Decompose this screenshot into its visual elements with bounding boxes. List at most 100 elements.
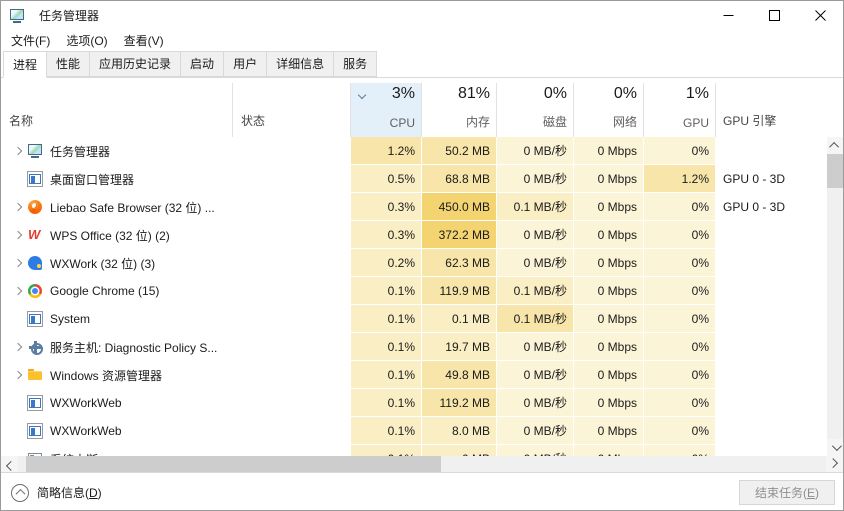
table-row[interactable]: 桌面窗口管理器 0.5% 68.8 MB 0 MB/秒 0 Mbps 1.2% … bbox=[1, 165, 843, 193]
table-row[interactable]: 任务管理器 1.2% 50.2 MB 0 MB/秒 0 Mbps 0% bbox=[1, 137, 843, 165]
tab-3[interactable]: 启动 bbox=[180, 51, 225, 77]
table-row[interactable]: WXWorkWeb 0.1% 8.0 MB 0 MB/秒 0 Mbps 0% bbox=[1, 417, 843, 445]
process-name: WXWorkWeb bbox=[50, 396, 122, 410]
disk-cell: 0.1 MB/秒 bbox=[497, 277, 574, 305]
table-row[interactable]: WXWorkWeb 0.1% 119.2 MB 0 MB/秒 0 Mbps 0% bbox=[1, 389, 843, 417]
process-name-cell: 系统中断 bbox=[1, 445, 233, 456]
scroll-up-icon[interactable] bbox=[827, 137, 843, 154]
details-toggle-label: 简略信息(D) bbox=[37, 486, 102, 500]
horizontal-scrollbar-thumb[interactable] bbox=[26, 456, 441, 472]
network-cell: 0 Mbps bbox=[574, 417, 644, 445]
vertical-scrollbar[interactable] bbox=[827, 137, 843, 456]
table-row[interactable]: 服务主机: Diagnostic Policy S... 0.1% 19.7 M… bbox=[1, 333, 843, 361]
maximize-icon bbox=[768, 10, 780, 21]
expand-chevron-icon[interactable] bbox=[9, 344, 27, 350]
memory-cell: 450.0 MB bbox=[422, 193, 497, 221]
expand-chevron-icon[interactable] bbox=[9, 260, 27, 266]
memory-cell: 68.8 MB bbox=[422, 165, 497, 193]
details-toggle[interactable]: 简略信息(D) bbox=[11, 483, 102, 502]
column-header-name[interactable]: 名称 bbox=[1, 83, 233, 137]
expand-chevron-icon[interactable] bbox=[9, 372, 27, 378]
network-cell: 0 Mbps bbox=[574, 165, 644, 193]
tab-2[interactable]: 应用历史记录 bbox=[89, 51, 182, 77]
scroll-right-icon[interactable] bbox=[826, 456, 843, 472]
maximize-button[interactable] bbox=[751, 1, 797, 30]
column-header-disk[interactable]: 0% 磁盘 bbox=[497, 83, 574, 137]
column-header-cpu[interactable]: 3% CPU bbox=[351, 83, 422, 137]
window-title: 任务管理器 bbox=[39, 9, 100, 23]
table-row[interactable]: Google Chrome (15) 0.1% 119.9 MB 0.1 MB/… bbox=[1, 277, 843, 305]
process-name-cell: WXWorkWeb bbox=[1, 417, 233, 445]
disk-total-percent: 0% bbox=[543, 85, 567, 102]
menu-item[interactable]: 查看(V) bbox=[123, 34, 164, 48]
process-name: Windows 资源管理器 bbox=[50, 368, 163, 383]
process-name-cell: 桌面窗口管理器 bbox=[1, 165, 233, 193]
tab-5[interactable]: 详细信息 bbox=[266, 51, 335, 77]
network-cell: 0 Mbps bbox=[574, 277, 644, 305]
expand-chevron-icon[interactable] bbox=[9, 204, 27, 210]
column-header-memory[interactable]: 81% 内存 bbox=[422, 83, 497, 137]
horizontal-scrollbar[interactable] bbox=[1, 456, 843, 472]
process-name: 服务主机: Diagnostic Policy S... bbox=[50, 340, 218, 355]
network-cell: 0 Mbps bbox=[574, 193, 644, 221]
cpu-cell: 0.1% bbox=[351, 389, 422, 417]
network-cell: 0 Mbps bbox=[574, 137, 644, 165]
vertical-scrollbar-thumb[interactable] bbox=[827, 154, 843, 188]
expand-chevron-icon[interactable] bbox=[9, 148, 27, 154]
expand-chevron-icon[interactable] bbox=[9, 232, 27, 238]
process-name: WXWork (32 位) (3) bbox=[50, 256, 156, 271]
status-cell bbox=[233, 417, 351, 445]
process-icon bbox=[27, 171, 43, 187]
table-row[interactable]: 系统中断 0.1% 0 MB 0 MB/秒 0 Mbps 0% bbox=[1, 445, 843, 456]
gpu-engine-cell bbox=[716, 361, 829, 389]
network-cell: 0 Mbps bbox=[574, 361, 644, 389]
app-icon bbox=[9, 8, 25, 24]
menu-item[interactable]: 文件(F) bbox=[11, 34, 51, 48]
tab-4[interactable]: 用户 bbox=[223, 51, 268, 77]
process-icon bbox=[27, 255, 43, 271]
process-table-body: 任务管理器 1.2% 50.2 MB 0 MB/秒 0 Mbps 0% 桌面窗口… bbox=[1, 137, 843, 456]
cpu-total-percent: 3% bbox=[391, 85, 415, 102]
table-row[interactable]: Liebao Safe Browser (32 位) ... 0.3% 450.… bbox=[1, 193, 843, 221]
cpu-cell: 0.1% bbox=[351, 333, 422, 361]
cpu-cell: 0.2% bbox=[351, 249, 422, 277]
menu-item[interactable]: 选项(O) bbox=[66, 34, 108, 48]
tab-1[interactable]: 性能 bbox=[46, 51, 91, 77]
memory-cell: 119.9 MB bbox=[422, 277, 497, 305]
process-name-cell: WXWorkWeb bbox=[1, 389, 233, 417]
process-name-cell: Liebao Safe Browser (32 位) ... bbox=[1, 193, 233, 221]
table-row[interactable]: WPS Office (32 位) (2) 0.3% 372.2 MB 0 MB… bbox=[1, 221, 843, 249]
disk-cell: 0 MB/秒 bbox=[497, 165, 574, 193]
process-icon bbox=[27, 311, 43, 327]
expand-chevron-icon[interactable] bbox=[9, 288, 27, 294]
process-icon bbox=[27, 395, 43, 411]
table-row[interactable]: Windows 资源管理器 0.1% 49.8 MB 0 MB/秒 0 Mbps… bbox=[1, 361, 843, 389]
memory-cell: 119.2 MB bbox=[422, 389, 497, 417]
table-row[interactable]: WXWork (32 位) (3) 0.2% 62.3 MB 0 MB/秒 0 … bbox=[1, 249, 843, 277]
close-button[interactable] bbox=[797, 1, 843, 30]
disk-cell: 0.1 MB/秒 bbox=[497, 193, 574, 221]
scroll-down-icon[interactable] bbox=[827, 439, 843, 456]
network-cell: 0 Mbps bbox=[574, 305, 644, 333]
column-header-row: 名称 状态 3% CPU 81% 内存 0% 磁盘 0% 网络 1% GPU G… bbox=[1, 78, 843, 137]
footer: 简略信息(D) 结束任务(E) bbox=[1, 472, 843, 510]
end-task-button[interactable]: 结束任务(E) bbox=[739, 480, 835, 505]
minimize-button[interactable] bbox=[705, 1, 751, 30]
memory-cell: 50.2 MB bbox=[422, 137, 497, 165]
column-header-network[interactable]: 0% 网络 bbox=[574, 83, 644, 137]
column-header-gpu[interactable]: 1% GPU bbox=[644, 83, 716, 137]
tab-0[interactable]: 进程 bbox=[3, 51, 48, 78]
gpu-total-percent: 1% bbox=[685, 85, 709, 102]
tab-6[interactable]: 服务 bbox=[333, 51, 378, 77]
process-name-cell: 任务管理器 bbox=[1, 137, 233, 165]
cpu-cell: 0.3% bbox=[351, 193, 422, 221]
table-row[interactable]: System 0.1% 0.1 MB 0.1 MB/秒 0 Mbps 0% bbox=[1, 305, 843, 333]
column-header-status[interactable]: 状态 bbox=[233, 83, 351, 137]
cpu-cell: 0.1% bbox=[351, 305, 422, 333]
name-column-label: 名称 bbox=[9, 114, 34, 128]
disk-cell: 0 MB/秒 bbox=[497, 445, 574, 456]
column-header-gpu-engine[interactable]: GPU 引擎 bbox=[716, 83, 829, 137]
gpu-engine-cell bbox=[716, 137, 829, 165]
scroll-left-icon[interactable] bbox=[1, 456, 18, 472]
gpu-engine-cell bbox=[716, 221, 829, 249]
